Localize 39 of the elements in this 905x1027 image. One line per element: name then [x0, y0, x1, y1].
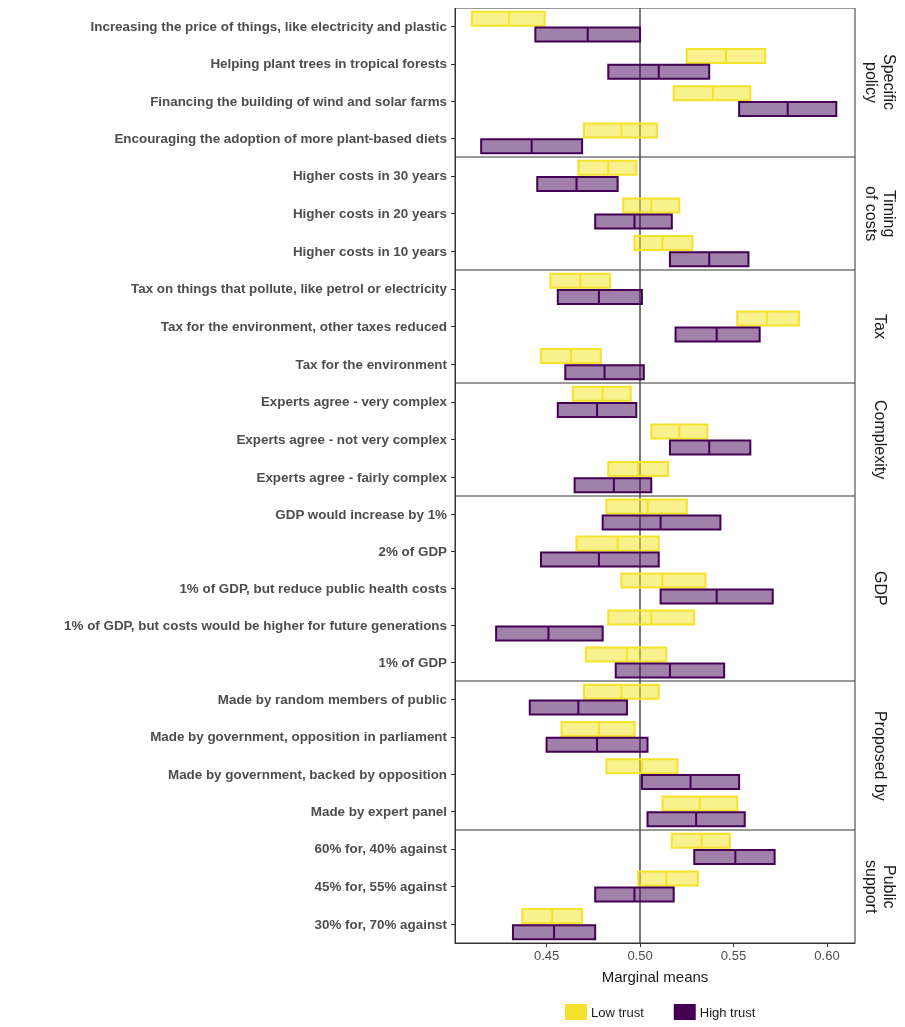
- y-tick-label: 45% for, 55% against: [314, 879, 448, 894]
- y-tick-label: Helping plant trees in tropical forests: [210, 56, 447, 72]
- y2-axis-title: Public support: [862, 859, 898, 914]
- y-tick-label: Increasing the price of things, like electricity and plastic: [90, 19, 448, 35]
- y-tick-label: 1% of GDP, but costs would be higher for future generations: [64, 618, 447, 633]
- y-tick-label: Experts agree - not very complex: [236, 432, 448, 447]
- x-axis-title: Marginal means: [601, 968, 709, 985]
- y2-axis-title: Specific policy: [862, 54, 898, 111]
- y-tick-label: Higher costs in 30 years: [292, 168, 447, 184]
- y-tick-label: Higher costs in 20 years: [292, 206, 447, 221]
- legend-label: High trust: [699, 1004, 756, 1020]
- y-tick-label: Made by government, opposition in parliament: [150, 729, 448, 745]
- y-tick-label: GDP would increase by 1%: [275, 507, 448, 522]
- y2-axis-title: Complexity: [871, 399, 889, 480]
- y-tick-label: Experts agree - fairly complex: [256, 469, 448, 485]
- y-tick-label: Tax for the environment, other taxes reduced: [160, 319, 447, 334]
- y-tick-label: Made by government, backed by opposition: [167, 766, 447, 782]
- y-tick-label: 60% for, 40% against: [314, 841, 448, 857]
- y-tick-label: 30% for, 70% against: [314, 916, 448, 932]
- y-tick-label: Financing the building of wind and solar farms: [150, 93, 447, 109]
- y-tick-label: 2% of GDP: [378, 544, 448, 559]
- legend-label: Low trust: [591, 1004, 645, 1020]
- y-tick-label: Tax for the environment: [295, 356, 448, 372]
- y-tick-label: Higher costs in 10 years: [292, 243, 447, 259]
- y-tick-label: Made by expert panel: [310, 803, 447, 819]
- x-tick-label: 0.60: [814, 948, 840, 963]
- y-tick-label: 1% of GDP: [378, 655, 448, 670]
- y2-axis-title: Proposed by: [871, 710, 889, 801]
- x-tick-label: 0.50: [627, 948, 653, 963]
- y2-axis-title: GDP: [871, 571, 889, 606]
- y-tick-label: Experts agree - very complex: [260, 394, 448, 410]
- x-tick-label: 0.55: [720, 948, 747, 963]
- y-tick-label: Tax on things that pollute, like petrol or electricity: [131, 281, 448, 297]
- y2-axis-title: Timing of costs: [862, 185, 898, 242]
- y-tick-label: 1% of GDP, but reduce public health costs: [179, 581, 447, 596]
- x-tick-label: 0.45: [533, 948, 560, 963]
- y-tick-label: Made by random members of public: [217, 692, 448, 708]
- y2-axis-title: Tax: [871, 314, 889, 339]
- y-tick-label: Encouraging the adoption of more plant-based diets: [114, 130, 447, 146]
